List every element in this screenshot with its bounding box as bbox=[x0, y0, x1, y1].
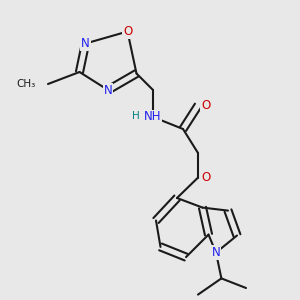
Text: H: H bbox=[132, 111, 140, 122]
Text: NH: NH bbox=[144, 110, 162, 124]
Text: O: O bbox=[201, 99, 210, 112]
Text: N: N bbox=[103, 83, 112, 97]
Text: N: N bbox=[81, 37, 90, 50]
Text: O: O bbox=[201, 171, 210, 184]
Text: O: O bbox=[123, 25, 132, 38]
Text: N: N bbox=[212, 246, 220, 259]
Text: CH₃: CH₃ bbox=[17, 79, 36, 89]
